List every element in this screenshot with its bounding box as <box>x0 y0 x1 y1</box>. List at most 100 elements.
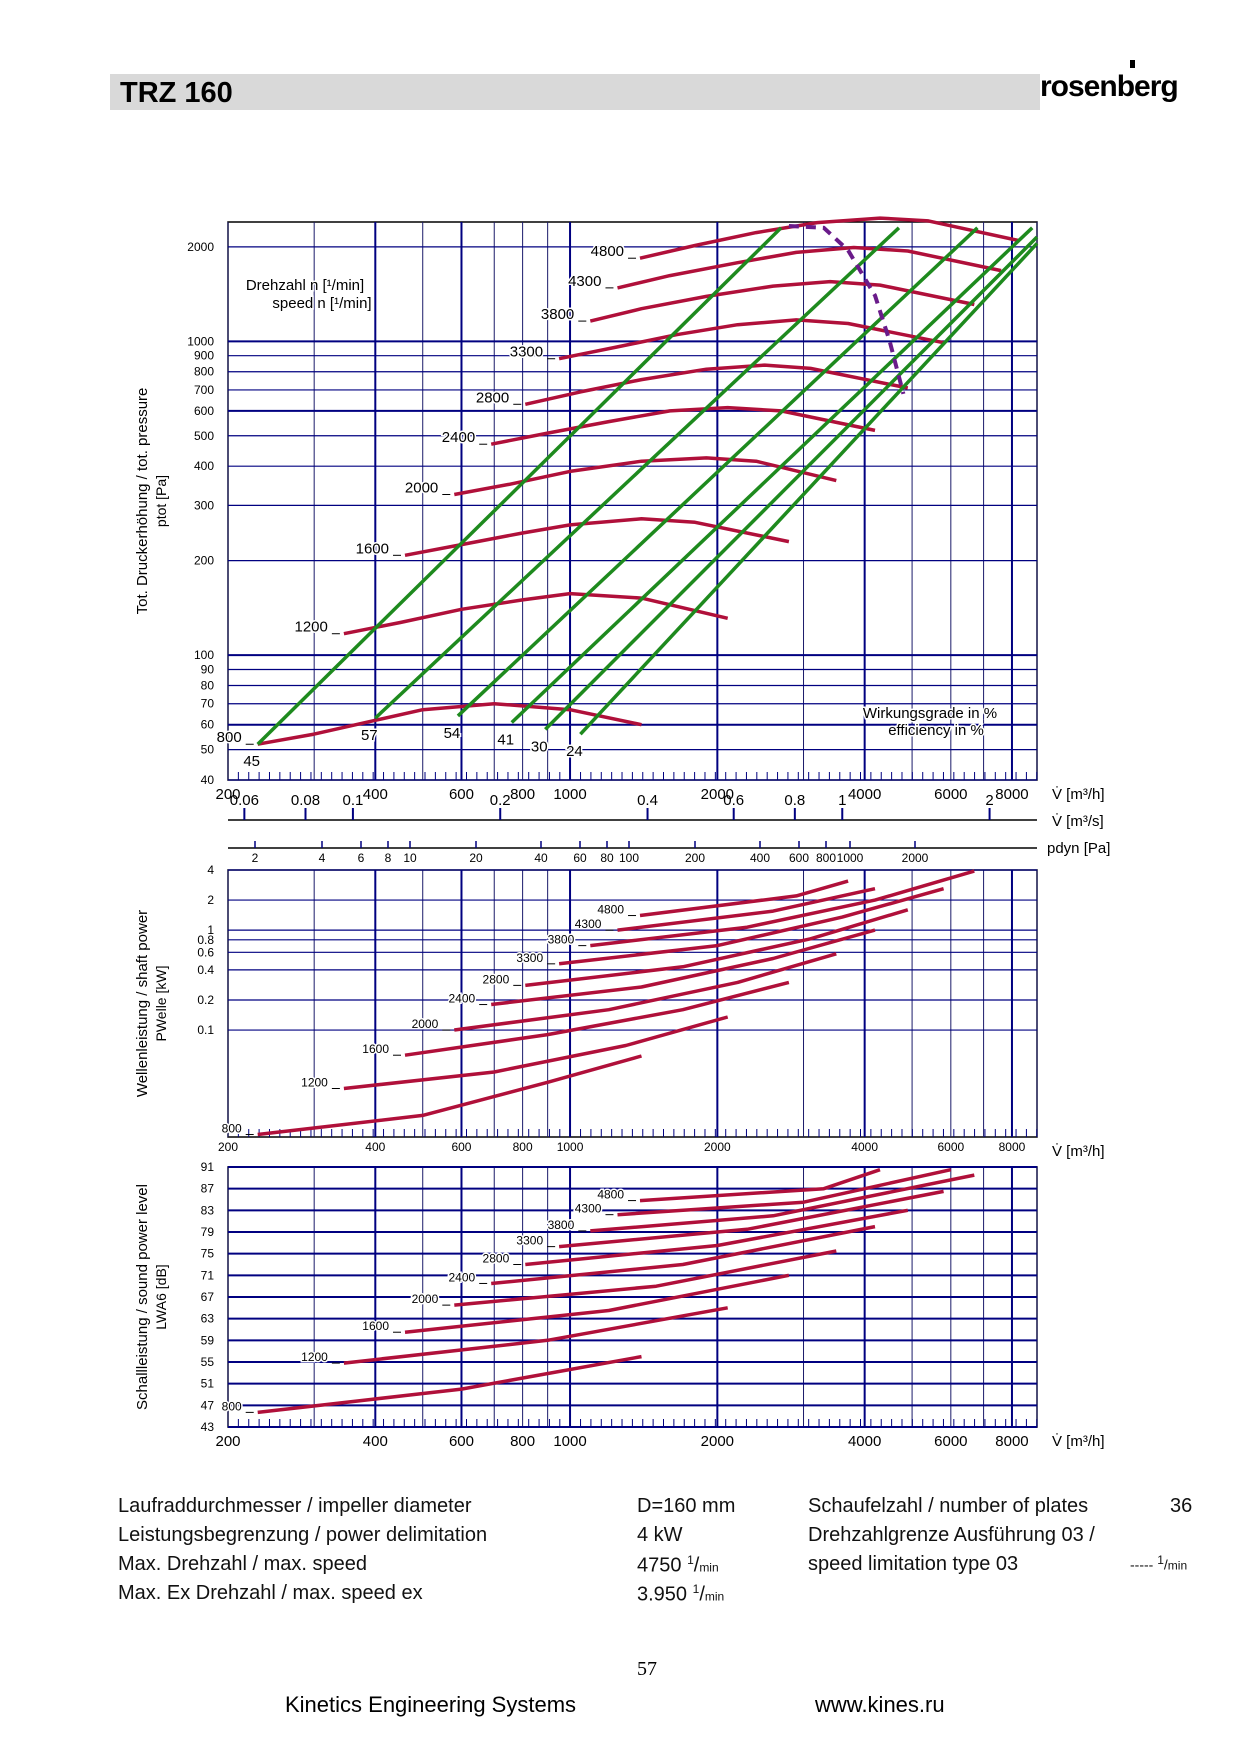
x-axis-label: V̇ [m³/h] <box>1052 786 1105 803</box>
x-tick-label: 8000 <box>995 1433 1028 1450</box>
speed-curve-3300 <box>558 1189 944 1249</box>
speed-curve-1600 <box>404 1273 790 1334</box>
speed-curve-4300 <box>617 886 876 932</box>
y-tick-label: 0.4 <box>197 963 214 977</box>
speed-label: 2400 <box>448 1270 475 1284</box>
y-tick-label: 51 <box>201 1377 215 1391</box>
speed-curve-2800 <box>525 908 909 988</box>
maxex-unit-sup: 1 <box>692 1582 700 1596</box>
pdyn-axis-label: pdyn [Pa] <box>1047 840 1110 857</box>
page-title: TRZ 160 <box>120 77 233 109</box>
speed-curve-1600 <box>404 980 790 1057</box>
speed-curve-800 <box>257 1054 642 1137</box>
speed-label: 4300 <box>575 1202 602 1216</box>
efficiency-line-41 <box>510 226 1034 724</box>
y-axis-symbol: PWelle [kW] <box>153 966 169 1042</box>
header-bar <box>110 74 1040 110</box>
speed-curve-3300 <box>558 318 944 361</box>
y-tick-label: 59 <box>201 1333 215 1347</box>
x-tick-label: 8000 <box>999 1140 1026 1154</box>
speed-limit-curve <box>788 224 906 395</box>
page-number: 57 <box>637 1658 657 1680</box>
speed-curve-3800 <box>589 279 975 323</box>
speed-label: 800 <box>222 1122 242 1136</box>
y-tick-label: 83 <box>201 1203 215 1217</box>
y-tick-label: 0.2 <box>197 993 214 1007</box>
speed-label: 3800 <box>548 1218 575 1232</box>
efficiency-label: 30 <box>531 738 548 755</box>
speed-label: 2800 <box>483 972 510 986</box>
speed-curve-4800 <box>639 1168 881 1203</box>
speed-curve-2800 <box>524 363 909 407</box>
maxspeed-row: 4750 1/min <box>637 1553 719 1577</box>
y-tick-label: 80 <box>201 679 215 693</box>
x-axis-label: V̇ [m³/h] <box>1052 1143 1105 1160</box>
speed-curve-2400 <box>490 405 876 446</box>
brand-logo: rosenberg <box>1040 70 1179 103</box>
efficiency-label: 41 <box>497 731 514 748</box>
speed-label: 1200 <box>294 619 327 636</box>
x-tick-label: 400 <box>365 1140 385 1154</box>
y-tick-label: 75 <box>201 1247 215 1261</box>
efficiency-title-de: Wirkungsgrade in % <box>863 705 997 722</box>
speed-curve-2000 <box>454 952 837 1032</box>
y-tick-label: 200 <box>194 554 214 568</box>
limit-label-1: Drehzahlgrenze Ausführung 03 / <box>808 1524 1095 1546</box>
y-tick-label: 4 <box>207 863 214 877</box>
brand-logo-dot <box>1130 60 1135 68</box>
y-tick-label: 63 <box>201 1312 215 1326</box>
x-tick-label: 800 <box>510 786 535 803</box>
x-tick-label: 400 <box>363 1433 388 1450</box>
speed-curve-2000 <box>454 1249 837 1307</box>
limit-row: ----- 1/min <box>1130 1553 1188 1573</box>
efficiency-label: 54 <box>444 725 461 742</box>
y-tick-label: 900 <box>194 349 214 363</box>
efficiency-line-45 <box>256 226 783 746</box>
maxex-label: Max. Ex Drehzahl / max. speed ex <box>118 1582 423 1604</box>
speed-curve-2400 <box>491 1224 876 1286</box>
speed-label: 2400 <box>448 992 475 1006</box>
pdyn-tick-label: 2000 <box>902 851 929 865</box>
speed-label: 2800 <box>483 1252 510 1266</box>
m3s-tick-label: 0.06 <box>230 792 259 809</box>
efficiency-line-54 <box>456 226 979 718</box>
speed-curve-3800 <box>590 1173 975 1233</box>
speed-label: 1200 <box>301 1075 328 1089</box>
speed-label: 800 <box>217 729 242 746</box>
y-tick-label: 2000 <box>187 240 214 254</box>
y-tick-label: 40 <box>201 773 215 787</box>
y-tick-label: 90 <box>201 662 215 676</box>
y-tick-label: 300 <box>194 498 214 512</box>
efficiency-line-57 <box>374 226 901 720</box>
speed-label: 2000 <box>412 1017 439 1031</box>
y-tick-label: 87 <box>201 1182 215 1196</box>
speed-label: 3300 <box>510 344 543 361</box>
speed-curve-800 <box>257 701 642 746</box>
y-tick-label: 800 <box>194 365 214 379</box>
efficiency-label: 24 <box>566 743 583 760</box>
speed-label: 2800 <box>476 389 509 406</box>
efficiency-title-en: efficiency in % <box>888 722 984 739</box>
x-tick-label: 600 <box>449 1433 474 1450</box>
m3s-tick-label: 0.1 <box>342 792 363 809</box>
speed-curve-4300 <box>617 1167 952 1217</box>
y-tick-label: 400 <box>194 459 214 473</box>
power-value: 4 kW <box>637 1524 683 1546</box>
y-tick-label: 2 <box>207 893 214 907</box>
footer-website: www.kines.ru <box>815 1692 945 1717</box>
x-tick-label: 200 <box>215 1433 240 1450</box>
y-tick-label: 1000 <box>187 334 214 348</box>
speed-label: 4800 <box>597 1188 624 1202</box>
x-tick-label: 200 <box>218 1140 238 1154</box>
maxex-value: 3.950 <box>637 1583 688 1606</box>
x-tick-label: 2000 <box>701 1433 734 1450</box>
speed-curve-1200 <box>343 591 729 636</box>
speed-curve-1600 <box>404 517 790 558</box>
pdyn-tick-label: 100 <box>619 851 639 865</box>
y-tick-label: 43 <box>201 1420 215 1434</box>
x-tick-label: 6000 <box>937 1140 964 1154</box>
maxex-row: 3.950 1/min <box>637 1582 725 1606</box>
x-tick-label: 8000 <box>995 786 1028 803</box>
pdyn-tick-label: 60 <box>573 851 587 865</box>
